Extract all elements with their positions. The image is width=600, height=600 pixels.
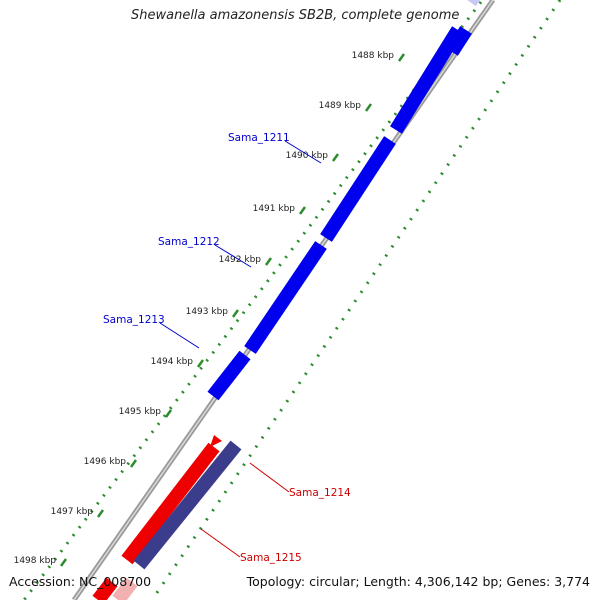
gene-label-group: Sama_1211 Sama_1212 Sama_1213 Sama_1214 Sama… [103,132,351,564]
gene-leader-line [200,528,241,558]
kbp-tick-label: 1490 kbp [286,151,329,161]
kbp-tick-label: 1494 kbp [151,357,194,367]
kbp-tick-label: 1488 kbp [352,51,395,61]
gene-arrow-sama-1214[interactable] [121,442,220,565]
kbp-tick-label: 1495 kbp [119,407,162,417]
gene-arrow[interactable] [207,350,251,401]
gene-leader-line [214,244,252,268]
gene-leader-line [159,322,200,349]
gene-arrow-sama-1213[interactable] [244,241,327,354]
kbp-tick-mark [164,409,173,418]
kbp-tick-label: 1498 kbp [14,556,57,566]
gene-label[interactable]: Sama_1215 [240,552,302,564]
accession-text: Accession: NC_008700 [9,574,152,589]
kbp-tick-mark [364,103,373,112]
kbp-tick-label: 1491 kbp [253,204,296,214]
gene-label[interactable]: Sama_1213 [103,314,165,326]
kbp-tick-mark [331,153,340,162]
gene-label[interactable]: Sama_1212 [158,236,220,248]
gene-arrow-sama-1215[interactable] [133,440,242,570]
topology-text: Topology: circular; Length: 4,306,142 bp… [246,574,590,589]
kbp-tick-mark [298,206,307,215]
gene-arrow-faded[interactable] [464,0,494,7]
gene-label[interactable]: Sama_1211 [228,132,290,144]
kbp-tick-mark [397,53,406,62]
gene-group [92,0,494,600]
kbp-tick-label: 1493 kbp [186,307,229,317]
kbp-tick-label: 1489 kbp [319,101,362,111]
gene-arrow-faded[interactable] [112,577,138,600]
kbp-tick-label: 1497 kbp [51,507,94,517]
genome-title: Shewanella amazonensis SB2B, complete ge… [131,8,460,23]
outer-tick-ring [150,0,562,600]
kbp-tick-mark [231,309,240,318]
kbp-tick-label: 1496 kbp [84,457,127,467]
gene-arrowhead [210,435,222,447]
kbp-tick-mark [264,257,273,266]
gene-arrow-sama-1211[interactable] [390,26,464,134]
gene-label[interactable]: Sama_1214 [289,487,351,499]
gene-leader-line [249,462,290,493]
gene-arrow[interactable] [92,577,118,600]
gene-arrow-sama-1212[interactable] [320,136,396,242]
gene-leader-line [284,140,322,164]
kbp-tick-mark [129,459,138,468]
kbp-tick-mark [59,558,68,567]
kbp-tick-mark [196,359,205,368]
kbp-tick-mark [96,509,105,518]
